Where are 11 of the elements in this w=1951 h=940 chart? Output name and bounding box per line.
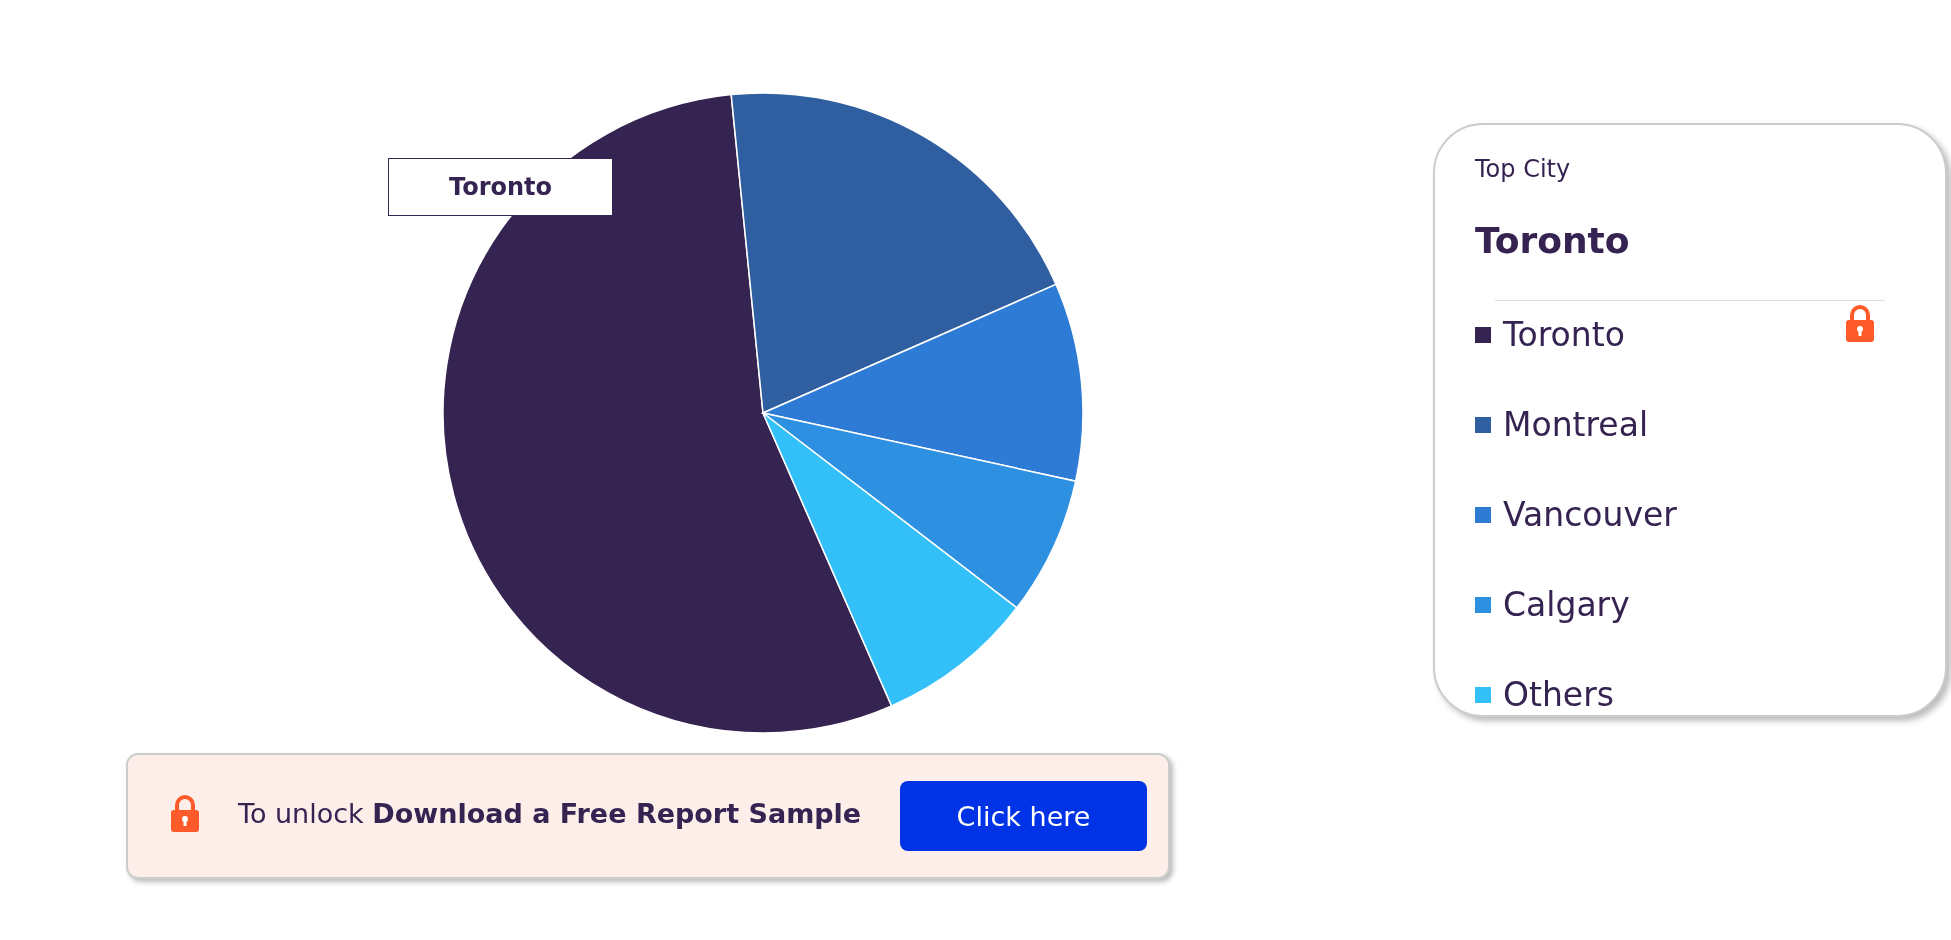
text: Click here [900,781,1147,851]
legend-label: Toronto [1502,315,1625,354]
legend-label: Vancouver [1502,495,1677,534]
legend-label: Montreal [1502,405,1649,444]
text: Top City [1475,155,1571,183]
text: Toronto [1475,220,1630,261]
text: Toronto [388,158,614,216]
legend-label: Others [1502,675,1614,714]
text: To unlock [238,798,364,829]
legend-label: Calgary [1502,585,1630,624]
text: Download a Free Report Sample [372,798,862,829]
